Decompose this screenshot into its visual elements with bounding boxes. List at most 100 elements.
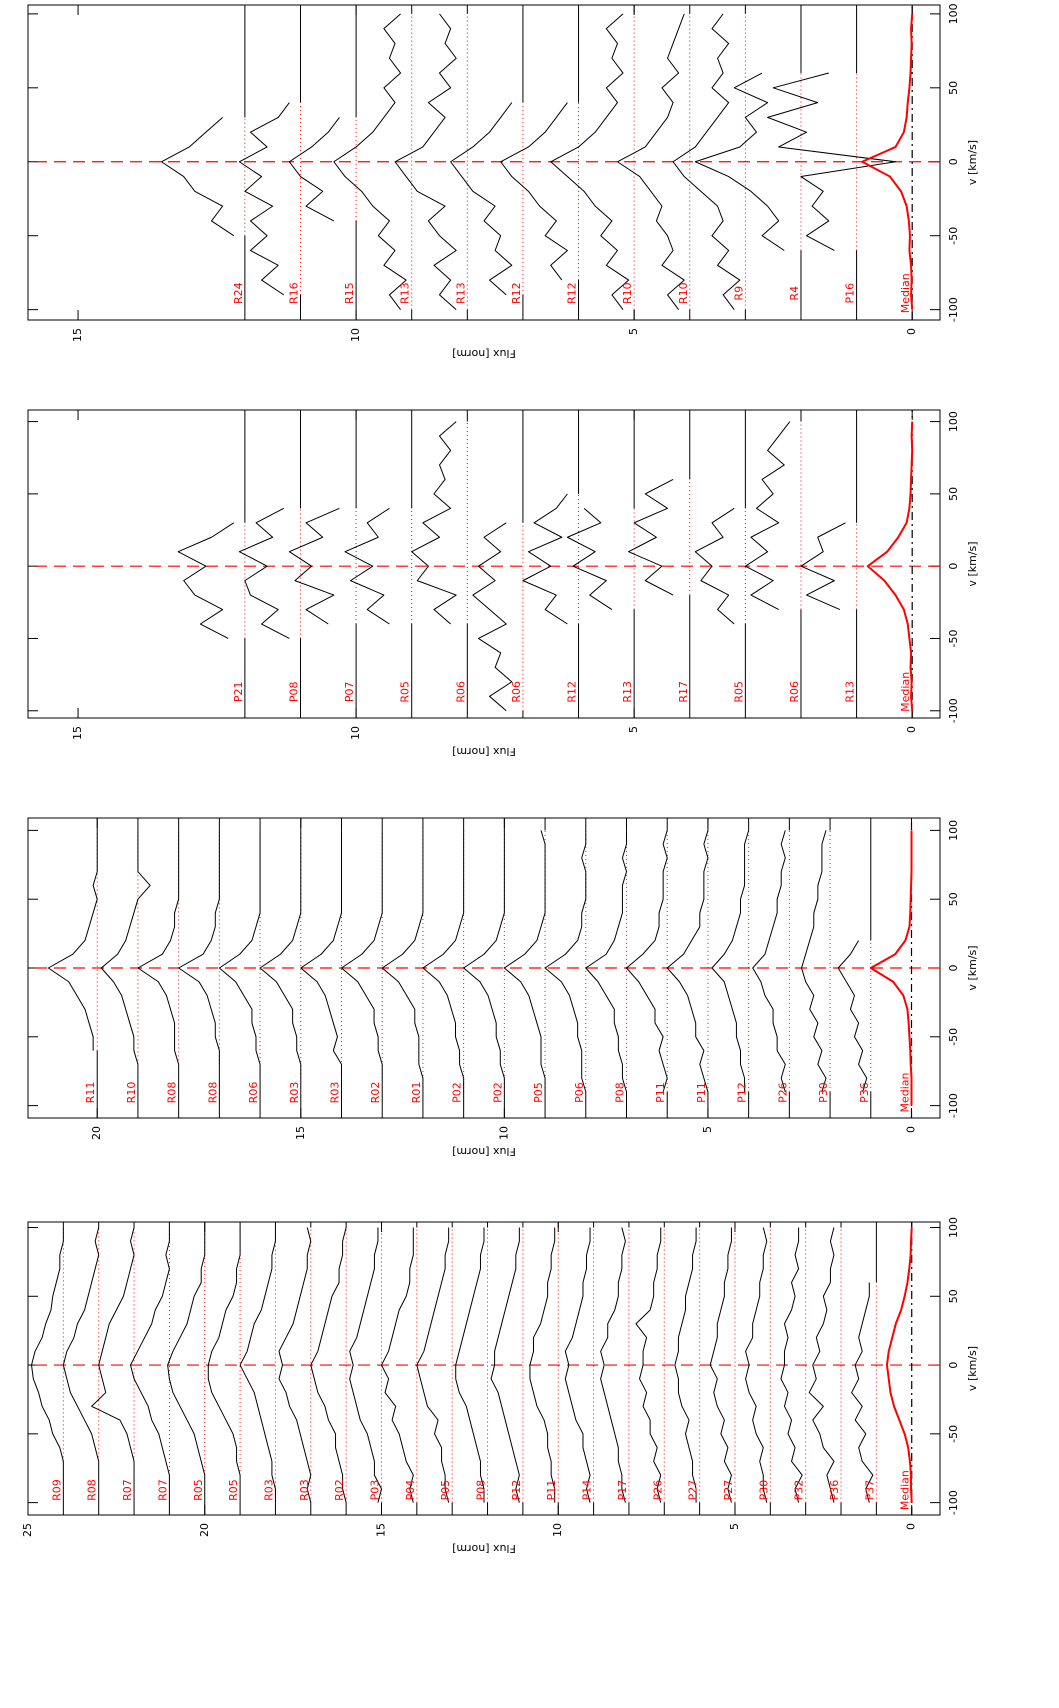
series-label: P26 [776, 1082, 789, 1103]
x-tick-label: 50 [947, 1289, 960, 1303]
y-tick-label: 5 [728, 1523, 741, 1530]
series-label: P27 [687, 1480, 700, 1501]
series-label: P14 [581, 1480, 594, 1501]
series-label: R15 [343, 282, 356, 304]
series-label: P02 [491, 1082, 504, 1103]
spectrum [178, 830, 220, 1065]
series-label: P06 [573, 1082, 586, 1103]
series-label: R13 [844, 681, 857, 703]
spectrum [550, 13, 630, 310]
spectrum [490, 1227, 520, 1503]
spectrum [300, 830, 342, 1079]
series-label: P21 [232, 681, 245, 702]
series-label: P16 [844, 283, 857, 304]
x-tick-label: -100 [947, 1490, 960, 1515]
spectrum [333, 13, 407, 310]
y-tick-label: 5 [627, 328, 640, 335]
x-tick-label: 50 [947, 487, 960, 501]
y-tick-label: 20 [198, 1523, 211, 1537]
y-tick-label: 0 [905, 328, 918, 335]
spectrum [672, 13, 741, 310]
spectrum [380, 1227, 414, 1503]
plot-frame [27, 1221, 941, 1516]
y-axis-title: Flux [norm] [452, 745, 516, 758]
y-tick-label: 10 [551, 1523, 564, 1537]
series-label: R07 [156, 1479, 169, 1501]
spectrum [450, 102, 513, 296]
median-spectrum [866, 421, 914, 711]
x-tick-label: 0 [947, 1362, 960, 1369]
x-tick-label: -50 [947, 1028, 960, 1046]
spectrum [745, 1227, 768, 1503]
y-tick-label: 10 [349, 726, 362, 740]
x-axis-title: v [km/s] [966, 541, 979, 586]
series-label: P05 [439, 1480, 452, 1501]
series-label: P05 [532, 1082, 545, 1103]
series-label: R16 [287, 282, 300, 304]
y-tick-label: 5 [627, 726, 640, 733]
median-spectrum [869, 830, 913, 1106]
series-label: P11 [695, 1082, 708, 1103]
series-label: P30 [817, 1082, 830, 1103]
spectrum [752, 830, 786, 1092]
series-label: R13 [399, 282, 412, 304]
spectrum [238, 507, 290, 639]
spectrum [239, 1227, 276, 1503]
series-label: R9 [732, 286, 745, 301]
spectrum [674, 1227, 697, 1503]
y-axis-title: Flux [norm] [452, 1542, 516, 1555]
y-tick-label: 15 [294, 1126, 307, 1140]
spectrum [422, 830, 465, 1092]
spectrum [130, 1227, 170, 1476]
x-tick-label: 100 [947, 1217, 960, 1238]
x-tick-label: 0 [947, 563, 960, 570]
series-label: R06 [510, 681, 523, 703]
x-tick-label: -50 [947, 227, 960, 245]
x-tick-label: -100 [947, 1093, 960, 1118]
series-label: R03 [329, 1082, 342, 1104]
spectrum [780, 1227, 803, 1503]
spectrum [62, 1227, 100, 1462]
series-label: R02 [369, 1082, 382, 1104]
spectrum [694, 507, 735, 625]
y-tick-label: 20 [90, 1126, 103, 1140]
spectrum [694, 72, 785, 251]
series-label: R01 [410, 1082, 423, 1104]
spectrum [564, 1227, 591, 1503]
spectrum [472, 522, 513, 712]
spectrum [416, 1227, 450, 1503]
y-tick-label: 25 [21, 1523, 34, 1537]
spectrum [851, 1282, 874, 1503]
spectrum [800, 522, 846, 611]
spectrum [744, 421, 791, 610]
series-label: R05 [227, 1479, 240, 1501]
spectrum [503, 830, 546, 1092]
spectrum [381, 830, 424, 1092]
series-label: R10 [621, 282, 634, 304]
series-label: R12 [566, 681, 579, 703]
series-label: R08 [166, 1082, 179, 1104]
series-label: R06 [788, 681, 801, 703]
y-tick-label: 0 [905, 726, 918, 733]
spectrum [100, 830, 151, 1065]
series-label: P17 [616, 1480, 629, 1501]
series-label: R10 [677, 282, 690, 304]
spectrum [47, 830, 98, 1051]
spectrum [394, 13, 457, 311]
x-tick-label: 0 [947, 158, 960, 165]
series-label: R17 [677, 681, 690, 703]
spectrum [455, 1227, 485, 1503]
series-label: P27 [722, 1480, 735, 1501]
series-label: R13 [454, 282, 467, 304]
series-label: P08 [287, 681, 300, 702]
x-tick-label: 100 [947, 411, 960, 432]
x-tick-label: -100 [947, 297, 960, 322]
series-label: Median [899, 672, 912, 712]
spectrum [628, 478, 674, 596]
spectrum [349, 1227, 382, 1503]
spectrum [137, 830, 180, 1065]
y-axis-title: Flux [norm] [452, 347, 516, 360]
spectrum [666, 830, 709, 1092]
spectrum [238, 102, 290, 296]
